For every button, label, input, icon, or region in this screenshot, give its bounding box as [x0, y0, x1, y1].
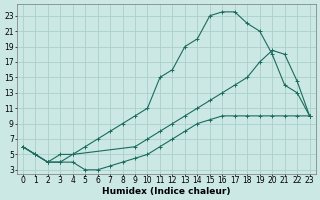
- X-axis label: Humidex (Indice chaleur): Humidex (Indice chaleur): [102, 187, 230, 196]
